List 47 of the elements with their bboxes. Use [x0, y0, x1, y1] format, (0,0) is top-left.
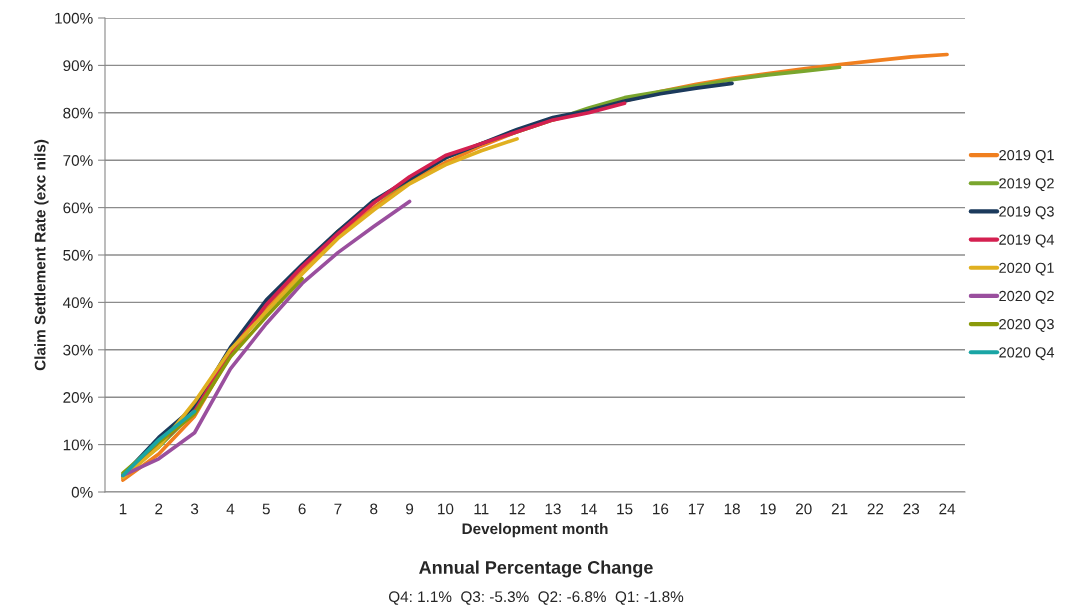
- legend-label: 2020 Q4: [999, 347, 1055, 361]
- x-tick-label: 10: [438, 503, 454, 515]
- y-tick-label: 40%: [62, 297, 93, 309]
- y-tick-label: 60%: [63, 202, 93, 214]
- x-tick-label: 13: [545, 503, 561, 515]
- x-tick-label: 6: [298, 503, 306, 515]
- legend-label: 2020 Q2: [999, 290, 1054, 304]
- x-tick-label: 11: [474, 503, 489, 515]
- legend-label: 2019 Q1: [999, 149, 1054, 163]
- x-tick-label: 21: [831, 503, 848, 515]
- x-tick-label: 17: [688, 503, 704, 515]
- y-tick-label: 70%: [63, 155, 93, 166]
- legend-label: 2019 Q4: [999, 234, 1055, 248]
- x-tick-label: 19: [760, 503, 776, 515]
- x-tick-label: 24: [939, 503, 956, 515]
- x-tick-label: 22: [867, 503, 884, 515]
- legend-label: 2020 Q1: [999, 262, 1054, 276]
- legend-label: 2019 Q2: [999, 178, 1054, 192]
- x-axis-title: Development month: [462, 522, 608, 538]
- text: Annual Percentage Change: [419, 560, 653, 578]
- x-tick-label: 7: [334, 503, 342, 515]
- x-tick-label: 9: [406, 503, 414, 515]
- x-tick-label: 8: [370, 503, 378, 515]
- x-tick-label: 4: [226, 503, 235, 515]
- x-tick-label: 3: [190, 503, 199, 515]
- x-tick-label: 14: [581, 503, 597, 515]
- y-tick-label: 0%: [71, 486, 93, 498]
- x-tick-label: 5: [262, 503, 270, 515]
- text: Q4: 1.1% Q3: -5.3% Q2: -6.8% Q1: -1.8%: [388, 591, 684, 605]
- y-tick-label: 30%: [63, 344, 93, 356]
- legend-label: 2019 Q3: [999, 206, 1054, 220]
- y-tick-label: 90%: [63, 60, 93, 72]
- legend-label: 2020 Q3: [999, 319, 1054, 332]
- x-tick-label: 1: [119, 503, 127, 515]
- x-tick-label: 12: [509, 503, 525, 515]
- y-tick-label: 20%: [63, 392, 93, 403]
- x-tick-label: 18: [724, 503, 740, 515]
- y-tick-label: 100%: [55, 12, 93, 24]
- y-axis-title: Claim Settlement Rate (exc nils): [34, 139, 49, 371]
- x-tick-label: 15: [617, 503, 633, 515]
- x-tick-label: 20: [796, 503, 812, 515]
- y-tick-label: 80%: [63, 107, 93, 119]
- x-tick-label: 16: [653, 503, 669, 515]
- x-tick-label: 2: [155, 503, 163, 515]
- x-tick-label: 23: [903, 503, 920, 515]
- y-tick-label: 10%: [63, 439, 93, 451]
- y-tick-label: 50%: [63, 249, 93, 261]
